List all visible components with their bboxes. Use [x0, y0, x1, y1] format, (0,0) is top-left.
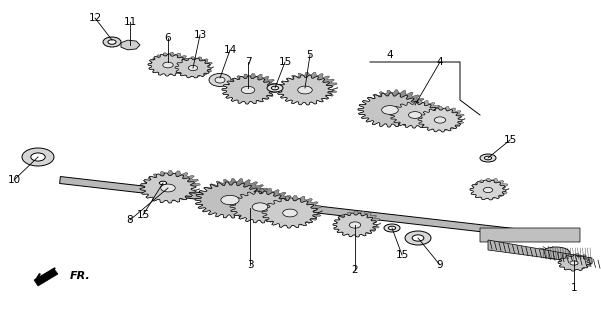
Ellipse shape: [163, 62, 173, 68]
Ellipse shape: [384, 224, 400, 232]
Polygon shape: [277, 75, 333, 105]
Polygon shape: [140, 171, 200, 203]
Ellipse shape: [108, 40, 116, 44]
Ellipse shape: [480, 154, 496, 162]
Text: 9: 9: [437, 260, 444, 270]
Ellipse shape: [272, 86, 279, 90]
Ellipse shape: [483, 188, 493, 193]
Polygon shape: [470, 180, 506, 200]
Ellipse shape: [435, 117, 446, 123]
Text: 11: 11: [123, 17, 136, 27]
Text: 15: 15: [395, 250, 409, 260]
Text: 12: 12: [88, 13, 102, 23]
Polygon shape: [195, 182, 265, 218]
Text: 13: 13: [194, 30, 207, 40]
Polygon shape: [140, 173, 196, 203]
Polygon shape: [195, 179, 271, 218]
Polygon shape: [175, 58, 211, 78]
Ellipse shape: [22, 148, 54, 166]
Ellipse shape: [31, 153, 45, 161]
Ellipse shape: [570, 261, 578, 265]
Text: 4: 4: [437, 57, 444, 67]
Text: 10: 10: [7, 175, 20, 185]
Text: 14: 14: [224, 45, 237, 55]
Text: 5: 5: [307, 50, 313, 60]
Ellipse shape: [412, 235, 424, 241]
Text: 7: 7: [245, 57, 251, 67]
Polygon shape: [148, 52, 191, 76]
Polygon shape: [230, 188, 295, 223]
Polygon shape: [262, 198, 318, 228]
Polygon shape: [34, 269, 58, 286]
Polygon shape: [230, 191, 290, 223]
Text: 4: 4: [386, 50, 393, 60]
Ellipse shape: [382, 106, 398, 115]
Text: 15: 15: [278, 57, 291, 67]
Ellipse shape: [349, 222, 361, 228]
Polygon shape: [470, 178, 509, 200]
Ellipse shape: [297, 86, 313, 94]
Ellipse shape: [155, 179, 171, 187]
Ellipse shape: [188, 65, 198, 71]
Ellipse shape: [252, 203, 268, 211]
Polygon shape: [358, 93, 422, 127]
Polygon shape: [418, 108, 462, 132]
Text: 2: 2: [352, 265, 358, 275]
Ellipse shape: [282, 209, 297, 217]
Text: 6: 6: [165, 33, 171, 43]
Polygon shape: [277, 72, 338, 105]
Polygon shape: [175, 57, 213, 78]
Text: FR.: FR.: [70, 271, 91, 281]
Text: 1: 1: [571, 283, 578, 293]
Polygon shape: [262, 196, 322, 228]
Text: 15: 15: [136, 210, 150, 220]
Polygon shape: [390, 100, 444, 128]
Ellipse shape: [409, 112, 421, 118]
Polygon shape: [418, 106, 465, 132]
Text: 3: 3: [246, 260, 253, 270]
Ellipse shape: [159, 181, 166, 185]
Ellipse shape: [221, 195, 239, 205]
Polygon shape: [148, 54, 188, 76]
Polygon shape: [333, 211, 380, 237]
Ellipse shape: [484, 156, 492, 160]
Ellipse shape: [215, 77, 225, 83]
FancyBboxPatch shape: [480, 228, 580, 242]
Polygon shape: [333, 213, 377, 237]
Text: 8: 8: [127, 215, 133, 225]
Polygon shape: [488, 240, 592, 264]
Ellipse shape: [405, 231, 431, 245]
Ellipse shape: [388, 226, 395, 230]
Ellipse shape: [160, 184, 175, 192]
Polygon shape: [390, 102, 440, 128]
Polygon shape: [222, 76, 274, 104]
Ellipse shape: [542, 247, 570, 259]
Polygon shape: [121, 40, 140, 50]
Ellipse shape: [267, 84, 283, 92]
Ellipse shape: [209, 74, 231, 86]
Ellipse shape: [103, 37, 121, 47]
Polygon shape: [222, 74, 278, 104]
Polygon shape: [358, 90, 427, 127]
Polygon shape: [558, 254, 593, 271]
Ellipse shape: [241, 86, 255, 94]
Text: 15: 15: [504, 135, 517, 145]
Polygon shape: [59, 177, 540, 238]
Polygon shape: [558, 255, 590, 271]
